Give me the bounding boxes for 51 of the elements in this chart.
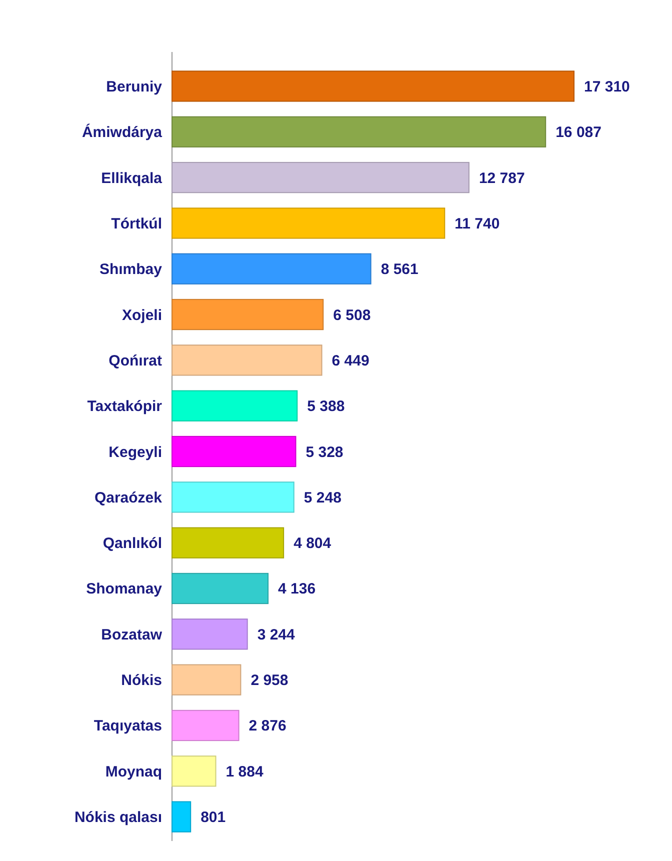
data-label: 3 244 [257, 626, 296, 644]
bar [172, 253, 372, 284]
data-label: 2 876 [248, 718, 286, 735]
y-tick-label: Qońırat [108, 352, 162, 370]
data-label: 12 787 [478, 170, 525, 187]
bar [172, 756, 216, 787]
data-label: 4 804 [294, 535, 332, 552]
bar [172, 436, 296, 468]
y-tick-label: Moynaq [105, 763, 162, 780]
y-tick-label: Ámiwdárya [82, 123, 163, 142]
bar [172, 208, 446, 239]
bar [172, 70, 574, 102]
data-label: 4 136 [278, 580, 316, 598]
data-label: 17 310 [584, 78, 630, 96]
y-tick-label: Nókis [121, 672, 162, 690]
bar [172, 482, 294, 513]
bar [172, 710, 240, 742]
bar [172, 572, 269, 604]
bar [172, 344, 322, 376]
y-tick-label: Ellikqala [101, 170, 163, 187]
bar [172, 162, 470, 194]
y-tick-label: Beruniy [106, 78, 163, 96]
data-label: 2 958 [250, 672, 288, 690]
y-tick-label: Shımbay [99, 261, 163, 278]
y-tick-label: Kegeyli [108, 444, 162, 461]
y-tick-label: Qanlıkól [102, 535, 162, 552]
bar [172, 527, 284, 558]
bar [172, 116, 546, 148]
data-label: 1 884 [226, 763, 264, 780]
data-label: 6 449 [332, 352, 370, 370]
data-label: 801 [200, 809, 226, 826]
data-label: 5 388 [307, 398, 345, 416]
y-tick-label: Taxtakópir [87, 398, 162, 416]
y-tick-label: Bozataw [101, 626, 162, 644]
y-tick-label: Xojeli [122, 306, 162, 324]
bar [172, 664, 242, 696]
data-label: 16 087 [556, 124, 602, 142]
y-tick-label: Nókis qalası [74, 809, 162, 826]
data-label: 5 328 [306, 444, 344, 461]
y-tick-label: Qaraózek [94, 489, 163, 506]
y-tick-label: Taqıyatas [94, 718, 162, 735]
data-label: 5 248 [304, 489, 342, 506]
data-label: 11 740 [454, 215, 500, 232]
bar [172, 618, 248, 650]
bar [172, 390, 298, 422]
y-tick-label: Shomanay [86, 580, 163, 598]
bar [172, 801, 192, 832]
data-label: 8 561 [380, 261, 418, 278]
y-tick-label: Tórtkúl [111, 215, 162, 232]
data-label: 6 508 [333, 306, 371, 324]
bar [172, 298, 324, 330]
